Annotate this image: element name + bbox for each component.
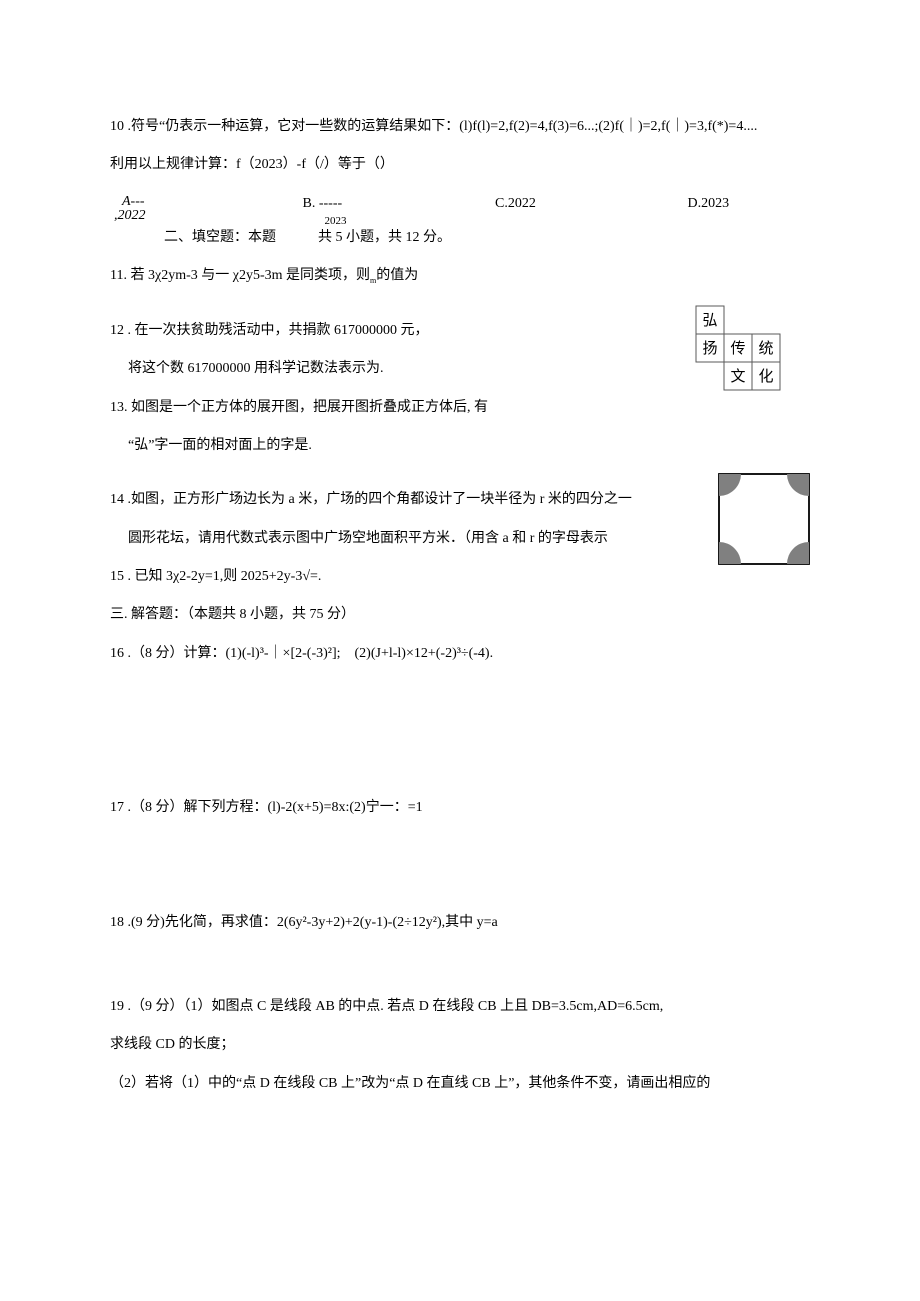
section3-title: 三. 解答题：（本题共 8 小题，共 75 分） [110, 604, 704, 626]
q13-line1: 13. 如图是一个正方体的展开图，把展开图折叠成正方体后, 有 [110, 397, 684, 419]
q11-b: 的值为 [376, 268, 418, 283]
q14-row: 14 .如图，正方形广场边长为 a 米，广场的四个角都设计了一块半径为 r 米的… [110, 473, 810, 681]
q13-line2: “弘”字一面的相对面上的字是. [110, 435, 684, 457]
q12-line1: 12 . 在一次扶贫助残活动中，共捐款 617000000 元， [110, 320, 684, 342]
q19-line2: 求线段 CD 的长度； [110, 1034, 810, 1056]
q10-options: A--- ,2022 B. ----- 2023 C.2022 D.2023 [110, 193, 810, 231]
q14-line2: 圆形花坛，请用代数式表示图中广场空地面积平方米．（用含 a 和 r 的字母表示 [110, 528, 704, 550]
q10-optA-label: A--- [122, 191, 145, 213]
q17: 17 .（8 分）解下列方程：(l)-2(x+5)=8x:(2)宁一：=1 [110, 797, 810, 819]
q10-option-b: B. ----- 2023 [303, 193, 496, 231]
q10-option-a: A--- ,2022 [110, 193, 303, 227]
q10-option-d: D.2023 [688, 193, 811, 215]
q15: 15 . 已知 3χ2-2y=1,则 2025+2y-3√=. [110, 566, 704, 588]
q16: 16 .（8 分）计算：(1)(-l)³-｜×[2-(-3)²]; (2)(J+… [110, 643, 704, 665]
svg-text:统: 统 [758, 340, 773, 357]
q10-line1: 10 .符号“仍表示一种运算，它对一些数的运算结果如下：(l)f(l)=2,f(… [110, 116, 810, 138]
q11: 11. 若 3χ2ym-3 与一 χ2y5-3m 是同类项，则m的值为 [110, 265, 810, 288]
q12-q13-row: 12 . 在一次扶贫助残活动中，共捐款 617000000 元， 将这个数 61… [110, 304, 810, 474]
q10-line2: 利用以上规律计算：f（2023）-f（/）等于（） [110, 154, 810, 176]
svg-text:传: 传 [730, 340, 745, 357]
q10-option-c: C.2022 [495, 193, 688, 215]
q19-line1: 19 .（9 分）（1）如图点 C 是线段 AB 的中点. 若点 D 在线段 C… [110, 996, 810, 1018]
cube-net-figure: 弘扬传统文化 [694, 304, 810, 392]
svg-text:弘: 弘 [702, 312, 717, 329]
q19-line3: （2）若将（1）中的“点 D 在线段 CB 上”改为“点 D 在直线 CB 上”… [110, 1073, 810, 1095]
q18: 18 .(9 分)先化简，再求值：2(6y²-3y+2)+2(y-1)-(2÷1… [110, 912, 810, 934]
q11-a: 11. 若 3χ2ym-3 与一 χ2y5-3m 是同类项，则 [110, 268, 370, 283]
svg-text:文: 文 [730, 368, 745, 385]
q14-line1: 14 .如图，正方形广场边长为 a 米，广场的四个角都设计了一块半径为 r 米的… [110, 489, 704, 511]
svg-text:化: 化 [758, 368, 773, 385]
corner-square-figure [718, 473, 810, 565]
svg-text:扬: 扬 [702, 340, 717, 357]
q10-optB-label: B. ----- [303, 196, 343, 211]
q12-line2: 将这个数 617000000 用科学记数法表示为. [110, 358, 684, 380]
